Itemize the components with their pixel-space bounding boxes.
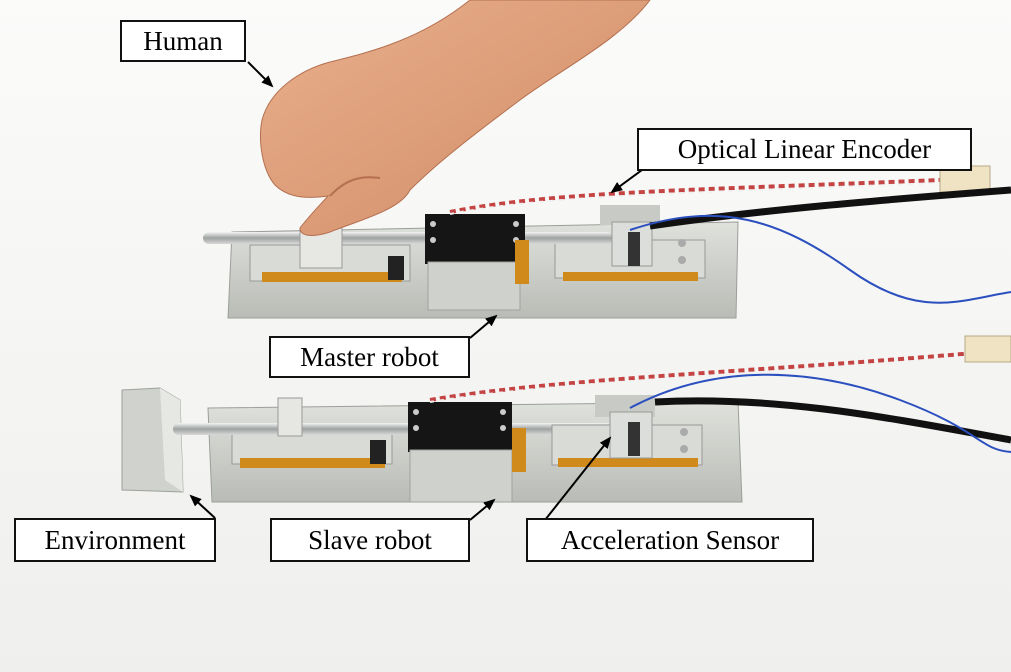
master-robot-pointer-arrow [469, 314, 498, 339]
human-pointer-arrow [247, 61, 274, 88]
human-hand [260, 0, 651, 236]
master-robot-label: Master robot [269, 336, 470, 378]
environment-label: Environment [14, 518, 216, 562]
environment-pointer-arrow [189, 494, 216, 519]
master-robot-assembly [203, 165, 1011, 319]
acceleration-sensor-label: Acceleration Sensor [526, 518, 814, 562]
encoder-pointer-arrow [610, 169, 643, 194]
slave-robot-assembly [121, 335, 1011, 503]
optical-linear-encoder-label: Optical Linear Encoder [637, 128, 972, 171]
slave-robot-label: Slave robot [270, 518, 470, 562]
acceleration-sensor-pointer-arrow [544, 436, 612, 521]
human-label: Human [120, 20, 246, 62]
slave-robot-pointer-arrow [469, 498, 496, 521]
